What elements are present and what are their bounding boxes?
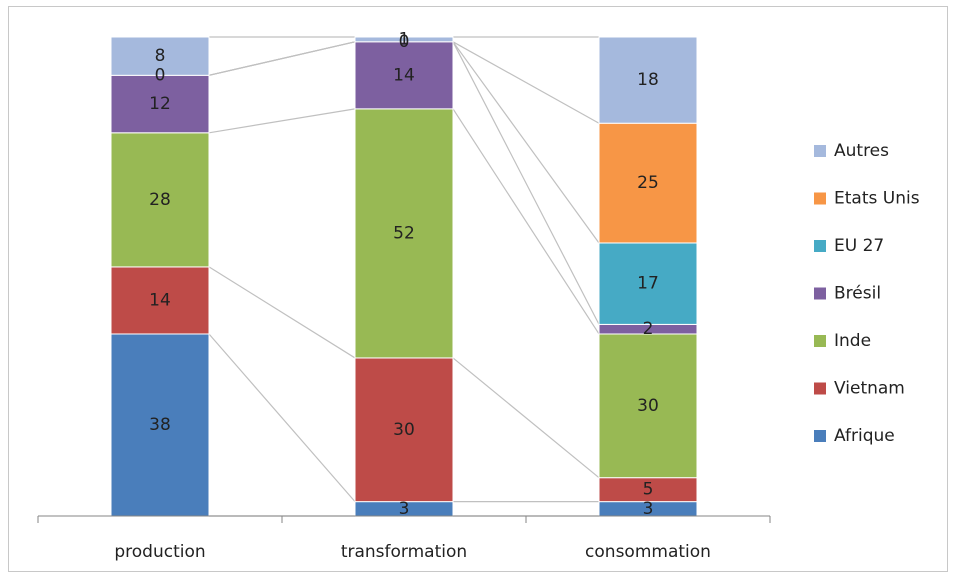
data-label: 5 xyxy=(643,480,654,500)
bar-segment-autres xyxy=(598,36,698,124)
connector-line xyxy=(452,108,600,335)
data-label: 17 xyxy=(637,274,659,294)
x-tick-label: transformation xyxy=(341,542,467,562)
bar-segment-inde xyxy=(110,132,210,268)
bar-segment-inde xyxy=(598,333,698,479)
data-label: 3 xyxy=(643,499,654,519)
data-label: 18 xyxy=(637,70,659,90)
legend-swatch xyxy=(814,240,826,252)
legend-label: Afrique xyxy=(834,426,895,446)
bar-segment-etats-unis xyxy=(598,122,698,244)
x-tick-label: production xyxy=(114,542,205,562)
data-label: 0 xyxy=(155,65,166,85)
data-label: 12 xyxy=(149,94,171,114)
legend-swatch xyxy=(814,145,826,157)
legend-label: Brésil xyxy=(834,284,881,304)
legend-label: EU 27 xyxy=(834,236,884,256)
data-label: 30 xyxy=(393,420,415,440)
bar-segment-autres xyxy=(354,36,454,43)
connector-line xyxy=(452,357,600,479)
bar-segment-bresil xyxy=(110,74,210,134)
data-label: 38 xyxy=(149,415,171,435)
bar-segment-bresil xyxy=(354,41,454,110)
bar-segment-vietnam xyxy=(354,357,454,503)
legend-swatch xyxy=(814,287,826,300)
legend-swatch xyxy=(814,192,826,205)
x-tick-label: consommation xyxy=(585,542,711,562)
data-label: 0 xyxy=(399,32,410,52)
connector-line xyxy=(208,266,356,359)
legend-label: Autres xyxy=(834,141,889,161)
data-label: 14 xyxy=(393,65,415,85)
data-label: 25 xyxy=(637,173,659,193)
data-label: 52 xyxy=(393,223,415,243)
data-label: 1 xyxy=(399,29,410,49)
legend-label: Inde xyxy=(834,331,871,351)
bars xyxy=(110,36,698,517)
legend-swatch xyxy=(814,382,826,395)
x-axis: production transformation consommation xyxy=(37,515,771,562)
bar-segment-inde xyxy=(354,108,454,359)
legend-swatch xyxy=(814,430,826,442)
data-label: 14 xyxy=(149,290,171,310)
data-label: 2 xyxy=(643,319,654,339)
data-label: 28 xyxy=(149,190,171,210)
data-label: 3 xyxy=(399,499,410,519)
bar-segment-vietnam xyxy=(110,266,210,335)
legend-label: Vietnam xyxy=(834,379,905,399)
legend: Autres Etats Unis EU 27 Brésil Inde Vietnam Af… xyxy=(814,141,920,446)
connector-line xyxy=(452,41,600,325)
connector-line xyxy=(452,41,600,244)
data-label: 30 xyxy=(637,396,659,416)
connector-line xyxy=(208,41,356,76)
bar-segment-eu-27 xyxy=(598,242,698,325)
data-label: 8 xyxy=(155,46,166,66)
legend-swatch xyxy=(814,335,826,347)
connector-line xyxy=(208,108,356,134)
connector-line xyxy=(452,41,600,124)
connector-line xyxy=(208,333,356,503)
bar-segment-autres xyxy=(110,36,210,76)
legend-label: Etats Unis xyxy=(834,189,920,209)
